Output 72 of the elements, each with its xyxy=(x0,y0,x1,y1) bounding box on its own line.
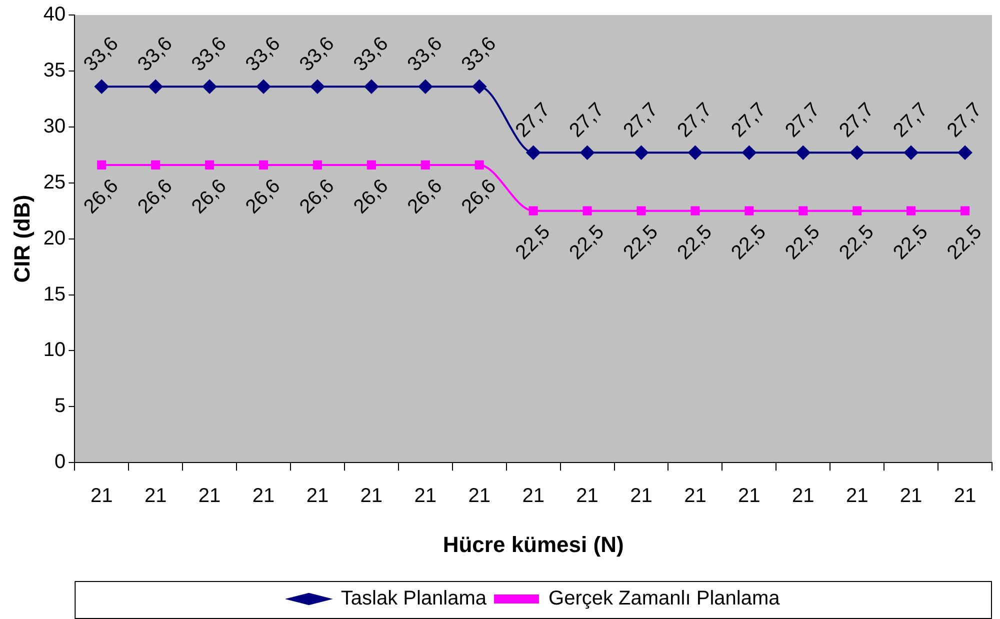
point xyxy=(202,80,217,94)
point xyxy=(366,160,376,170)
point xyxy=(528,206,538,216)
y-axis-title: CIR (dB) xyxy=(9,194,34,283)
data-label: 33,6 xyxy=(296,32,339,76)
x-tick-label: 21 xyxy=(306,485,329,508)
data-label: 33,6 xyxy=(188,32,231,76)
point xyxy=(258,160,268,170)
point xyxy=(310,80,324,94)
data-label: 33,6 xyxy=(80,32,123,76)
point xyxy=(690,206,700,216)
x-tick-label: 21 xyxy=(90,485,113,508)
y-tick-label: 15 xyxy=(43,283,66,306)
x-tick-label: 21 xyxy=(414,485,437,508)
y-tick-label: 30 xyxy=(43,115,66,138)
x-tick-label: 21 xyxy=(954,485,976,508)
point xyxy=(526,146,540,160)
legend-label: Taslak Planlama xyxy=(340,588,488,610)
point xyxy=(688,146,702,160)
x-tick-label: 21 xyxy=(630,485,652,508)
point xyxy=(742,146,756,160)
x-tick-label: 21 xyxy=(846,485,868,508)
x-tick-label: 21 xyxy=(252,485,275,508)
point xyxy=(151,160,160,170)
x-tick-label: 21 xyxy=(360,485,383,508)
data-label: 33,6 xyxy=(350,32,393,76)
x-tick-label: 21 xyxy=(900,485,922,508)
y-tick-label: 35 xyxy=(43,59,66,82)
point xyxy=(205,160,214,170)
x-tick-label: 21 xyxy=(792,485,814,508)
point xyxy=(636,206,646,216)
point xyxy=(148,80,163,94)
data-label: 33,6 xyxy=(134,32,177,76)
point xyxy=(796,146,810,160)
point xyxy=(850,146,864,160)
data-label: 33,6 xyxy=(457,32,501,76)
x-tick-label: 21 xyxy=(576,485,598,508)
point xyxy=(474,160,484,170)
point xyxy=(744,206,754,216)
point xyxy=(798,206,808,216)
point xyxy=(420,160,430,170)
x-axis-title: Hücre kümesi (N) xyxy=(442,532,624,557)
x-tick-label: 21 xyxy=(738,485,760,508)
point xyxy=(580,146,594,160)
point xyxy=(364,80,378,94)
x-tick-label: 21 xyxy=(198,485,221,508)
point xyxy=(582,206,592,216)
x-tick-label: 21 xyxy=(144,485,167,508)
point xyxy=(958,146,972,160)
point xyxy=(904,146,918,160)
point xyxy=(94,80,109,94)
x-tick-label: 21 xyxy=(522,485,544,508)
y-tick-label: 25 xyxy=(43,171,66,194)
y-tick-label: 10 xyxy=(43,339,66,362)
y-tick-label: 40 xyxy=(43,4,66,26)
point xyxy=(472,80,486,94)
point xyxy=(906,206,916,216)
point xyxy=(97,160,106,170)
data-label: 33,6 xyxy=(242,32,285,76)
point xyxy=(960,206,970,216)
y-tick-label: 5 xyxy=(54,395,66,418)
y-tick-label: 0 xyxy=(54,451,66,474)
point xyxy=(634,146,648,160)
point xyxy=(852,206,862,216)
point xyxy=(418,80,432,94)
legend-label: Gerçek Zamanlı Planlama xyxy=(548,588,781,610)
point xyxy=(256,80,271,94)
y-tick-label: 20 xyxy=(43,227,66,250)
point xyxy=(312,160,322,170)
x-tick-label: 21 xyxy=(684,485,706,508)
x-tick-label: 21 xyxy=(468,485,490,508)
data-label: 33,6 xyxy=(404,32,447,76)
